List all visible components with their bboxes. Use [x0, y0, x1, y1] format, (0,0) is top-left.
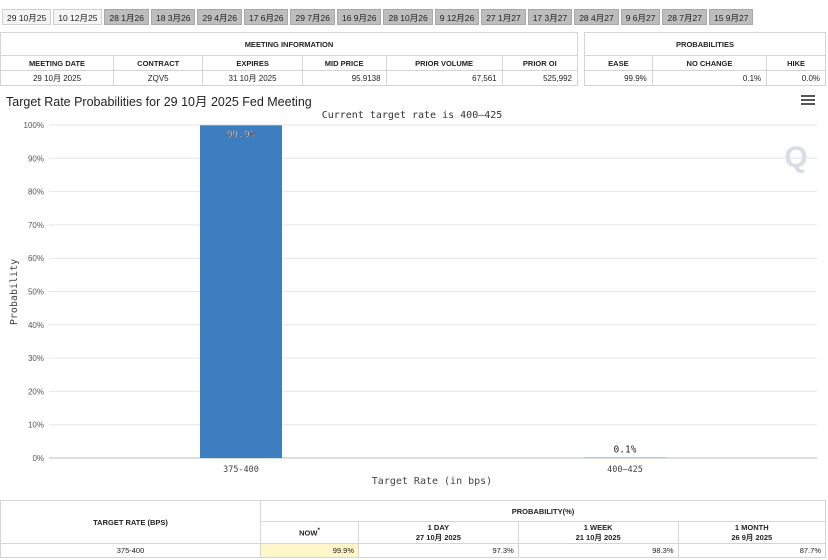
chart-menu-icon[interactable]: [801, 95, 815, 105]
y-tick-label: 0%: [32, 454, 44, 463]
x-tick-label: 375-400: [223, 465, 259, 475]
now-header: NOW*: [260, 521, 359, 544]
no-change-value: 0.1%: [651, 70, 768, 86]
grid-lines: [49, 124, 817, 459]
bars: 99.9% 0.1%: [200, 125, 666, 458]
target-rate-header: TARGET RATE (BPS): [0, 500, 261, 544]
x-axis-ticks: 375-400 400–425: [223, 465, 643, 475]
chart-title: Target Rate Probabilities for 29 10月 202…: [6, 95, 312, 109]
col-header: PRIOR VOLUME: [385, 55, 503, 71]
probability-chart: Current target rate is 400–425 Q 0% 10% 20…: [9, 110, 817, 487]
hike-value: 0.0%: [766, 70, 826, 86]
y-axis-ticks: 0% 10% 20% 30% 40% 50% 60% 70% 80% 90% 100%: [24, 121, 44, 463]
meeting-tab[interactable]: 29 4月26: [197, 9, 242, 25]
watermark-logo: Q: [784, 141, 807, 174]
row-1day-value: 97.3%: [358, 543, 519, 558]
y-tick-label: 100%: [24, 121, 44, 130]
probability-header: PROBABILITY(%): [260, 500, 826, 522]
meeting-tab[interactable]: 28 4月27: [574, 9, 619, 25]
meeting-tabs: 29 10月25 10 12月25 28 1月26 18 3月26 29 4月2…: [2, 9, 754, 25]
row-1week-value: 98.3%: [517, 543, 679, 558]
prior-oi: 525,992: [501, 70, 579, 86]
y-tick-label: 30%: [28, 354, 44, 363]
meeting-tab[interactable]: 10 12月25: [53, 9, 103, 25]
col-header: CONTRACT: [113, 55, 204, 71]
meeting-tab[interactable]: 15 9月27: [708, 9, 754, 25]
x-tick-label: 400–425: [607, 465, 643, 475]
probabilities-title: PROBABILITIES: [584, 32, 826, 56]
one-month-header: 1 MONTH 26 9月 2025: [677, 521, 827, 544]
probabilities-table: PROBABILITIES EASE NO CHANGE HIKE 99.9% …: [584, 32, 826, 86]
y-axis-label: Probability: [9, 259, 20, 325]
meeting-tab[interactable]: 29 10月25: [2, 9, 52, 25]
meeting-info-title: MEETING INFORMATION: [0, 32, 578, 56]
col-header: NO CHANGE: [651, 55, 768, 71]
meeting-date: 29 10月 2025: [0, 70, 115, 86]
y-tick-label: 60%: [28, 254, 44, 263]
meeting-tab[interactable]: 28 10月26: [383, 9, 433, 25]
target-rate-table: TARGET RATE (BPS) PROBABILITY(%) NOW* 1 …: [0, 500, 827, 558]
meeting-tab[interactable]: 9 6月27: [620, 9, 661, 25]
meeting-tab[interactable]: 17 6月26: [243, 9, 289, 25]
y-tick-label: 80%: [28, 188, 44, 197]
col-header: HIKE: [766, 55, 826, 71]
y-tick-label: 90%: [28, 154, 44, 163]
prior-volume: 67,561: [385, 70, 503, 86]
meeting-tab[interactable]: 27 1月27: [481, 9, 526, 25]
meeting-tab[interactable]: 16 9月26: [336, 9, 382, 25]
y-tick-label: 10%: [28, 421, 44, 430]
contract: ZQV5: [113, 70, 204, 86]
meeting-tab[interactable]: 28 7月27: [662, 9, 707, 25]
y-tick-label: 70%: [28, 221, 44, 230]
meeting-tab[interactable]: 29 7月26: [290, 9, 335, 25]
row-target-rate: 375-400: [0, 543, 261, 558]
y-tick-label: 50%: [28, 288, 44, 297]
ease-value: 99.9%: [584, 70, 653, 86]
data-label: 99.9%: [227, 129, 256, 140]
col-header: EASE: [584, 55, 653, 71]
meeting-information-table: MEETING INFORMATION MEETING DATE CONTRAC…: [0, 32, 579, 86]
one-week-header: 1 WEEK 21 10月 2025: [517, 521, 679, 544]
data-label: 0.1%: [614, 445, 637, 456]
chart-subtitle: Current target rate is 400–425: [322, 110, 503, 121]
col-header: MID PRICE: [301, 55, 387, 71]
row-now-value: 99.9%: [260, 543, 359, 558]
row-1month-value: 87.7%: [677, 543, 827, 558]
meeting-tab[interactable]: 9 12月26: [434, 9, 480, 25]
col-header: EXPIRES: [202, 55, 303, 71]
x-axis-label: Target Rate (in bps): [372, 476, 492, 487]
col-header: MEETING DATE: [0, 55, 115, 71]
meeting-tab[interactable]: 17 3月27: [527, 9, 573, 25]
bar: [200, 125, 282, 458]
expires: 31 10月 2025: [202, 70, 303, 86]
one-day-header: 1 DAY 27 10月 2025: [358, 521, 519, 544]
meeting-tab[interactable]: 18 3月26: [150, 9, 196, 25]
col-header: PRIOR OI: [501, 55, 579, 71]
meeting-tab[interactable]: 28 1月26: [104, 9, 149, 25]
y-tick-label: 40%: [28, 321, 44, 330]
mid-price: 95.9138: [301, 70, 387, 86]
y-tick-label: 20%: [28, 387, 44, 396]
